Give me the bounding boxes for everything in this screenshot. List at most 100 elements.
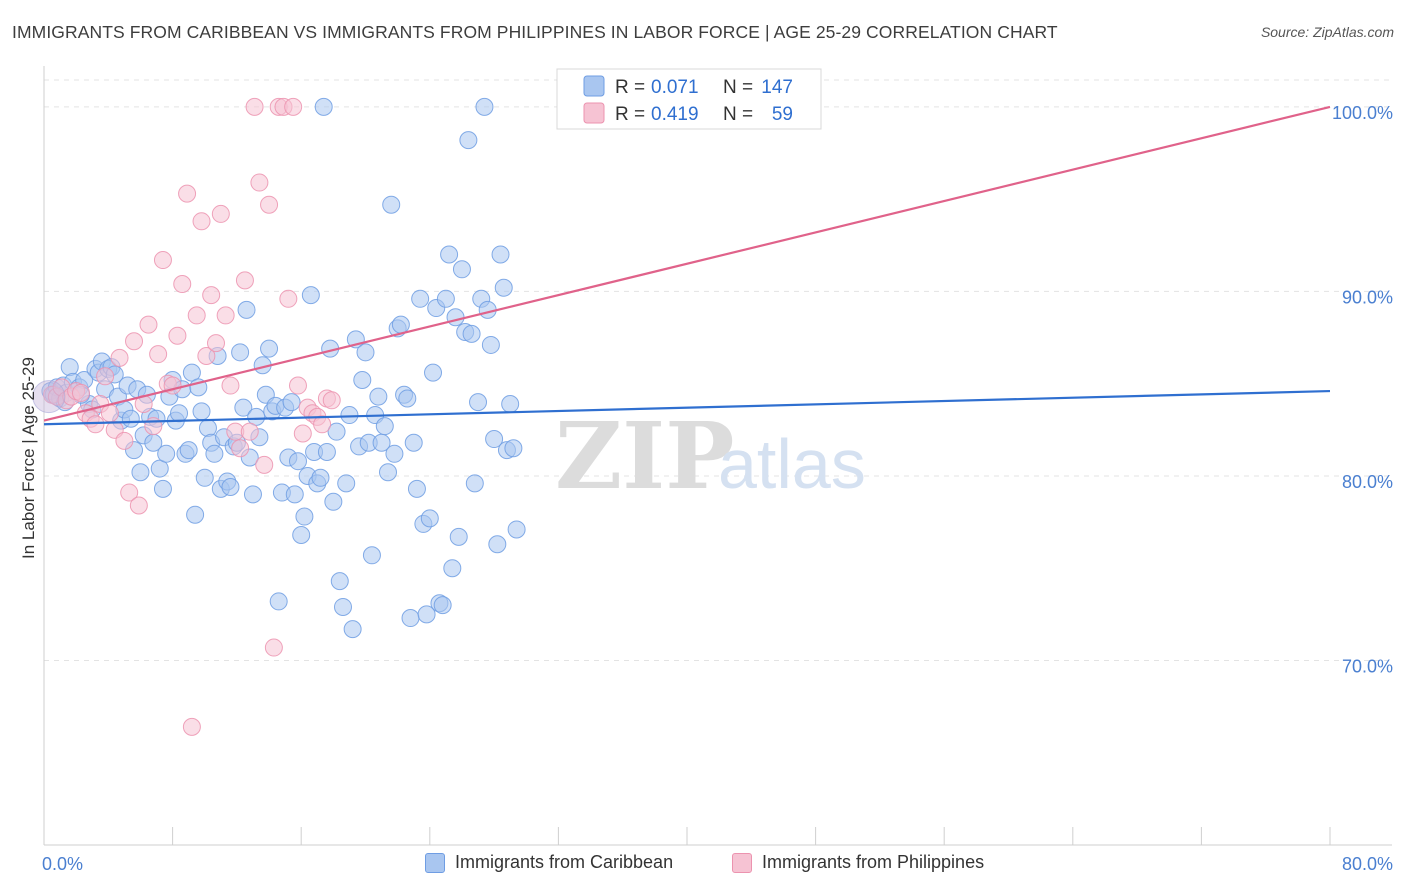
legend-r-value-caribbean: 0.071 (651, 77, 699, 98)
data-point (436, 289, 455, 308)
bottom-legend-item-caribbean[interactable]: Immigrants from Caribbean (425, 852, 673, 873)
data-point (168, 326, 187, 345)
axes (43, 66, 1392, 846)
data-point (424, 363, 443, 382)
data-point (449, 527, 468, 546)
data-point (96, 367, 115, 386)
watermark-atlas: atlas (718, 425, 866, 503)
data-point (192, 402, 211, 421)
data-point (216, 306, 235, 325)
data-point (343, 620, 362, 639)
data-point (173, 275, 192, 294)
data-point (71, 383, 90, 402)
data-point (440, 245, 459, 264)
data-point (178, 184, 197, 203)
data-point (153, 479, 172, 498)
data-point (187, 306, 206, 325)
data-point (221, 376, 240, 395)
data-point (314, 97, 333, 116)
data-point (382, 195, 401, 214)
data-point (488, 535, 507, 554)
data-point (465, 474, 484, 493)
bottom-legend-label-philippines: Immigrants from Philippines (762, 852, 985, 872)
data-point (446, 308, 465, 327)
data-point (481, 335, 500, 354)
data-point (379, 463, 398, 482)
data-point (293, 424, 312, 443)
x-tick-label: 0.0% (42, 854, 83, 874)
data-point (469, 393, 488, 412)
data-point (337, 474, 356, 493)
data-point (407, 479, 426, 498)
data-point (197, 347, 216, 366)
data-point-cluster (32, 380, 66, 414)
data-point (452, 260, 471, 279)
data-point (330, 572, 349, 591)
data-point (207, 334, 226, 353)
data-point (231, 343, 250, 362)
legend-r-value-philippines: 0.419 (651, 104, 699, 125)
data-point (157, 444, 176, 463)
data-point (120, 483, 139, 502)
data-point (356, 343, 375, 362)
data-point (369, 387, 388, 406)
data-point (420, 509, 439, 528)
data-point (149, 345, 168, 364)
data-point (100, 404, 119, 423)
data-point (375, 417, 394, 436)
data-point (202, 286, 221, 305)
data-point (475, 97, 494, 116)
y-tick-label: 100.0% (1332, 103, 1393, 123)
data-point (398, 389, 417, 408)
data-point (324, 492, 343, 511)
data-point (195, 468, 214, 487)
data-point (462, 324, 481, 343)
trend-lines (43, 105, 1331, 426)
chart-title: IMMIGRANTS FROM CARIBBEAN VS IMMIGRANTS … (12, 22, 1058, 42)
data-point (60, 358, 79, 377)
data-point (144, 417, 163, 436)
legend-swatch-caribbean (583, 75, 605, 97)
x-tick-label: 80.0% (1342, 854, 1393, 874)
data-point (260, 195, 279, 214)
data-point (186, 505, 205, 524)
data-point (485, 430, 504, 449)
data-point (192, 212, 211, 231)
bottom-legend-item-philippines[interactable]: Immigrants from Philippines (732, 852, 984, 873)
data-point (411, 289, 430, 308)
data-point (284, 97, 303, 116)
y-axis-label: In Labor Force | Age 25-29 (19, 357, 38, 559)
legend-swatch-philippines (583, 102, 605, 124)
data-point (301, 286, 320, 305)
data-point (417, 605, 436, 624)
data-point (279, 289, 298, 308)
data-point (313, 415, 332, 434)
data-point (317, 442, 336, 461)
legend-n-value-caribbean: 147 (761, 77, 793, 98)
bottom-legend-swatch-caribbean (425, 852, 445, 873)
series-philippines-points (32, 97, 341, 736)
data-point (433, 596, 452, 615)
data-point (327, 422, 346, 441)
legend-n-label-philippines: N = (723, 104, 753, 125)
data-point (288, 452, 307, 471)
data-point (234, 398, 253, 417)
data-point (288, 376, 307, 395)
data-point (231, 439, 250, 458)
y-tick-label: 80.0% (1342, 472, 1393, 492)
data-point (501, 394, 520, 413)
data-point (385, 444, 404, 463)
legend-r-label-caribbean: R = (615, 77, 645, 98)
y-tick-label: 70.0% (1342, 656, 1393, 676)
data-point (179, 441, 198, 460)
data-point (245, 97, 264, 116)
data-point (459, 131, 478, 150)
data-point (391, 315, 410, 334)
stats-legend: R = 0.071 N = 147 R = 0.419 N = 59 (556, 68, 822, 130)
bottom-legend-swatch-philippines (732, 852, 752, 873)
data-point (243, 485, 262, 504)
data-point (404, 433, 423, 452)
data-point (153, 251, 172, 270)
series-caribbean-points (41, 97, 526, 639)
